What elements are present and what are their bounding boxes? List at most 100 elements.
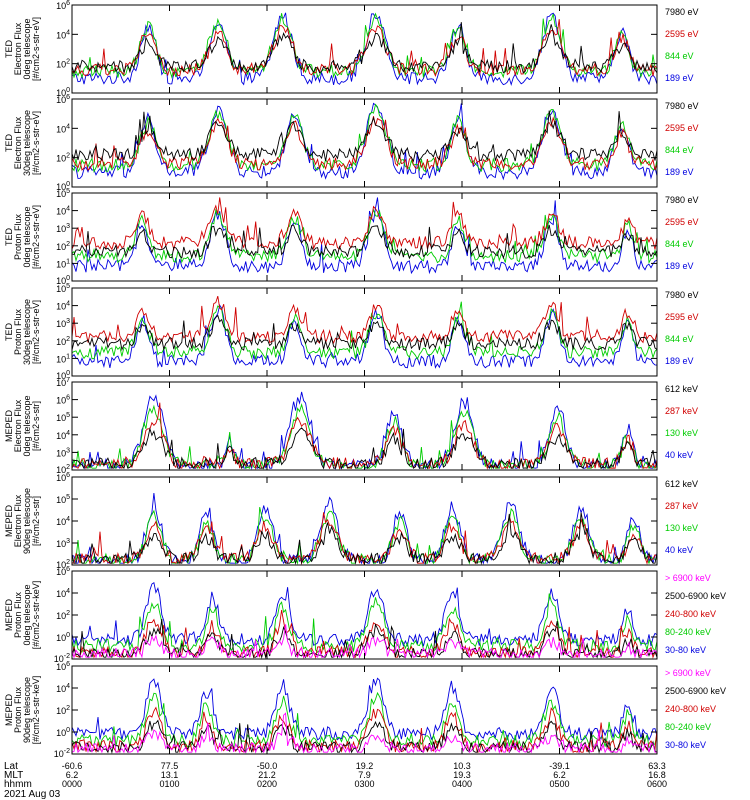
x-axis-value: 0300	[354, 779, 374, 789]
legend-entry: 844 eV	[665, 145, 694, 155]
y-axis-label: Electron Flux	[13, 116, 23, 169]
panel-6: 106 105 104 103 102 MEPED Electron Flux 90deg t…	[4, 472, 698, 570]
legend-entry: 80-240 keV	[665, 722, 711, 732]
y-tick-label: 105	[56, 188, 70, 199]
series-line-2	[71, 719, 658, 754]
legend-entry: > 6900 keV	[665, 668, 711, 678]
x-axis-value: 7.9	[358, 770, 371, 780]
legend-entry: 240-800 keV	[665, 704, 716, 714]
x-axis-value: 0000	[62, 779, 82, 789]
x-axis-value: -39.1	[549, 761, 570, 771]
series-line-1	[71, 224, 658, 260]
legend-entry: 130 keV	[665, 428, 698, 438]
x-axis-value: 0600	[647, 779, 667, 789]
legend-entry: 30-80 keV	[665, 740, 706, 750]
y-tick-label: 102	[56, 336, 70, 347]
legend-entry: 2595 eV	[665, 217, 699, 227]
x-axis-value: -50.0	[257, 761, 278, 771]
y-axis-label: [#/cm2-s-str-eV]	[31, 300, 41, 364]
series-line-2	[71, 295, 658, 345]
y-axis-label: 90deg telescope	[22, 677, 32, 743]
legend-entry: 7980 eV	[665, 195, 699, 205]
y-tick-label: 100	[56, 370, 70, 381]
y-axis-label: MEPED	[4, 599, 14, 632]
y-tick-label: 100	[56, 181, 70, 192]
y-tick-label: 104	[56, 123, 70, 134]
y-tick-label: 104	[56, 430, 70, 441]
x-axis-value: 6.2	[66, 770, 79, 780]
legend-entry: 130 keV	[665, 523, 698, 533]
x-axis-value: 21.2	[258, 770, 276, 780]
y-tick-label: 104	[56, 588, 70, 599]
legend-entry: 2500-6900 keV	[665, 591, 726, 601]
y-tick-label: 104	[56, 29, 70, 40]
x-axis-group: Lat MLT hhmm 2021 Aug 03 -60.6 77.5 -50.0 1…	[4, 761, 667, 800]
x-axis-value: 63.3	[648, 761, 666, 771]
x-axis-value: 10.3	[453, 761, 471, 771]
legend-entry: 80-240 keV	[665, 627, 711, 637]
y-tick-label: 102	[56, 464, 70, 475]
series-line-1	[71, 22, 658, 75]
panel-1: 106 104 102 100 TED Electron Flux 0deg telesco…	[4, 0, 699, 98]
x-axis-value: 19.3	[453, 770, 471, 780]
y-axis-label: 0deg telescope	[22, 18, 32, 79]
y-tick-label: 106	[56, 566, 70, 577]
x-axis-value: 13.1	[161, 770, 179, 780]
series-line-4	[71, 197, 658, 275]
y-axis-label: [#/cm2-s-str-eV]	[31, 17, 41, 81]
y-axis-label: Proton Flux	[13, 686, 23, 733]
x-axis-value: 6.2	[553, 770, 566, 780]
y-tick-label: 104	[56, 516, 70, 527]
y-tick-label: 105	[56, 494, 70, 505]
series-line-3	[71, 609, 658, 659]
y-axis-label: 0deg telescope	[22, 395, 32, 456]
y-tick-label: 103	[56, 447, 70, 458]
x-axis-value: 16.8	[648, 770, 666, 780]
x-row-label-hhmm: hhmm	[4, 779, 32, 790]
series-line-1	[71, 512, 658, 565]
x-axis-value: 77.5	[161, 761, 179, 771]
y-tick-label: 10-2	[54, 653, 70, 664]
legend-entry: 7980 eV	[665, 101, 699, 111]
y-tick-label: 106	[56, 0, 70, 11]
y-axis-label: 30deg telescope	[22, 299, 32, 365]
legend-entry: 189 eV	[665, 356, 694, 366]
x-axis-value: 0500	[549, 779, 569, 789]
y-tick-label: 10-2	[54, 748, 70, 759]
y-tick-label: 106	[56, 472, 70, 483]
legend-entry: 2500-6900 keV	[665, 686, 726, 696]
y-axis-label: [#/cm2-s-str]	[31, 496, 41, 546]
legend-entry: 2595 eV	[665, 123, 699, 133]
y-tick-label: 102	[56, 153, 70, 164]
y-axis-label: [#/cm2-s-str-keV]	[31, 676, 41, 745]
panel-7: 106 104 102 100 10-2 MEPED Proton Flux 0deg tel…	[4, 566, 726, 664]
y-tick-label: 104	[56, 206, 70, 217]
series-line-4	[71, 593, 658, 654]
y-tick-label: 102	[56, 59, 70, 70]
panel-frame	[71, 381, 658, 471]
y-tick-label: 105	[56, 412, 70, 423]
y-axis-label: TED	[4, 227, 14, 246]
legend-entry: 40 keV	[665, 450, 693, 460]
y-tick-label: 102	[56, 610, 70, 621]
y-tick-label: 105	[56, 283, 70, 294]
date-label: 2021 Aug 03	[4, 789, 61, 800]
panel-5: 107 106 105 104 103 102 MEPED Electron Flux 0deg…	[4, 377, 698, 475]
series-line-4	[71, 102, 658, 181]
y-axis-label: 0deg telescope	[22, 206, 32, 267]
y-axis-label: TED	[4, 133, 14, 152]
series-line-2	[71, 512, 658, 565]
x-axis-value: 19.2	[356, 761, 374, 771]
legend-entry: 612 keV	[665, 384, 698, 394]
series-line-1	[71, 110, 658, 163]
legend-entry: 240-800 keV	[665, 609, 716, 619]
y-axis-label: TED	[4, 322, 14, 341]
y-tick-label: 104	[56, 683, 70, 694]
series-line-4	[71, 304, 658, 369]
legend-entry: 189 eV	[665, 261, 694, 271]
y-tick-label: 102	[56, 559, 70, 570]
panel-4: 105 104 103 102 101 100 TED Proton Flux 30deg te…	[4, 283, 699, 381]
y-tick-label: 100	[56, 632, 70, 643]
x-row-label-mlt: MLT	[4, 770, 23, 781]
